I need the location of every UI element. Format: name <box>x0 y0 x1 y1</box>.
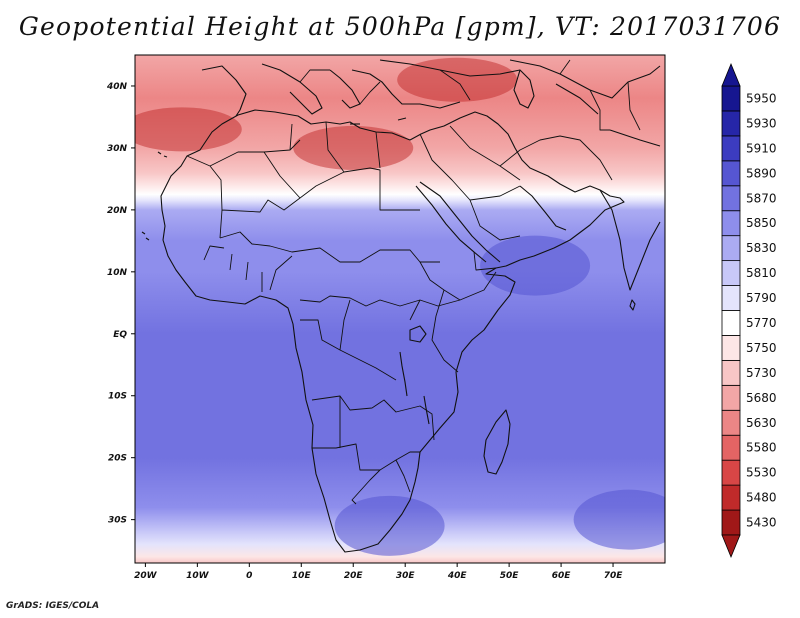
colorbar-box <box>721 110 741 137</box>
lon-tick-label: 60E <box>552 571 572 581</box>
map-frame <box>134 54 666 564</box>
colorbar-label: 5770 <box>746 316 777 330</box>
lon-tick-label: 50E <box>500 571 520 581</box>
colorbar-label: 5810 <box>746 266 777 280</box>
colorbar-box <box>721 135 741 162</box>
colorbar-label: 5790 <box>746 291 777 305</box>
shaded-field <box>135 55 665 563</box>
border-gulf-guinea <box>203 245 293 292</box>
lat-tick-label: 40N <box>106 82 128 92</box>
colorbar-label: 5580 <box>746 441 777 455</box>
country-borders <box>186 59 641 505</box>
sri-lanka <box>629 299 636 311</box>
height-low-2 <box>293 125 414 170</box>
colorbar-label: 5630 <box>746 416 777 430</box>
madagascar <box>483 409 511 475</box>
africa-coastline <box>160 109 625 553</box>
colorbar-box <box>721 335 741 361</box>
lake-tanganyika <box>399 351 408 397</box>
latitude-axis: 40N 30N 20N 10N EQ 10S 20S 30S <box>106 82 135 526</box>
colorbar-label: 5830 <box>746 241 777 255</box>
height-high-1 <box>573 489 665 550</box>
lake-victoria <box>409 325 427 343</box>
lon-tick-label: 40E <box>447 571 468 581</box>
lon-tick-label: 70E <box>604 571 624 581</box>
colorbar-box <box>721 85 741 112</box>
lon-tick-label: 0 <box>246 571 252 581</box>
colorbar-box <box>721 384 741 411</box>
lat-tick-label: EQ <box>113 330 127 340</box>
caspian-sea <box>513 69 535 109</box>
lon-tick-label: 30E <box>396 571 416 581</box>
colorbar: 5430 5480 5530 5580 5630 5680 5730 5750 5770 5790… <box>721 62 777 559</box>
colorbar-box <box>721 160 741 187</box>
colorbar-label: 5950 <box>746 91 777 105</box>
cape-verde <box>141 231 150 241</box>
lat-tick-label: 10N <box>107 268 128 278</box>
coastlines <box>141 59 661 553</box>
height-low-0 <box>397 57 518 102</box>
border-north-africa <box>263 121 381 199</box>
colorbar-box <box>721 210 741 237</box>
canary-islands <box>157 151 168 158</box>
height-high-0 <box>480 235 591 296</box>
colorbar-label: 5910 <box>746 141 777 155</box>
colorbar-box <box>721 409 741 436</box>
border-central-africa <box>299 295 461 381</box>
border-east-africa <box>409 261 497 373</box>
colorbar-label: 5530 <box>746 466 777 480</box>
lon-tick-label: 10E <box>292 571 312 581</box>
red-sea <box>415 181 501 263</box>
europe-coastline <box>201 59 661 147</box>
lon-tick-label: 20E <box>344 571 364 581</box>
colorbar-min-arrow <box>721 534 741 559</box>
lat-tick-label: 30S <box>108 516 127 526</box>
colorbar-box <box>721 310 741 336</box>
colorbar-max-arrow <box>721 62 741 87</box>
colorbar-label: 5870 <box>746 191 777 205</box>
grads-credit: GrADS: IGES/COLA <box>6 601 100 611</box>
lon-tick-label: 10W <box>186 571 210 581</box>
lon-tick-label: 20W <box>134 571 158 581</box>
colorbar-box <box>721 509 741 536</box>
colorbar-box <box>721 285 741 311</box>
colorbar-label: 5850 <box>746 216 777 230</box>
lat-tick-label: 10S <box>108 392 127 402</box>
colorbar-box <box>721 434 741 461</box>
border-sahel <box>219 231 440 263</box>
longitude-axis: 20W 10W 0 10E 20E 30E 40E 50E 60E 70E <box>134 563 623 581</box>
lake-malawi <box>423 395 430 425</box>
colorbar-label: 5750 <box>746 341 777 355</box>
colorbar-box <box>721 235 741 262</box>
colorbar-box <box>721 185 741 212</box>
lat-tick-label: 30N <box>107 144 128 154</box>
page-title: Geopotential Height at 500hPa [gpm], VT:… <box>18 12 782 41</box>
colorbar-label: 5430 <box>746 516 777 530</box>
colorbar-label: 5890 <box>746 166 777 180</box>
height-low-1 <box>135 107 242 152</box>
cyprus <box>397 117 407 121</box>
border-southern-africa <box>311 395 435 505</box>
border-horn <box>459 239 497 271</box>
height-high-2 <box>334 495 445 556</box>
field-features <box>135 57 665 556</box>
persian-gulf <box>519 185 567 231</box>
colorbar-box <box>721 484 741 511</box>
colorbar-box <box>721 260 741 286</box>
colorbar-box <box>721 359 741 386</box>
colorbar-label: 5730 <box>746 366 777 380</box>
colorbar-label: 5930 <box>746 116 777 130</box>
border-europe-asia <box>299 59 641 131</box>
colorbar-label: 5680 <box>746 391 777 405</box>
border-middle-east <box>419 125 613 241</box>
lat-tick-label: 20N <box>107 206 128 216</box>
lat-tick-label: 20S <box>108 454 127 464</box>
colorbar-box <box>721 459 741 486</box>
colorbar-label: 5480 <box>746 491 777 505</box>
india-coastline <box>599 189 661 291</box>
